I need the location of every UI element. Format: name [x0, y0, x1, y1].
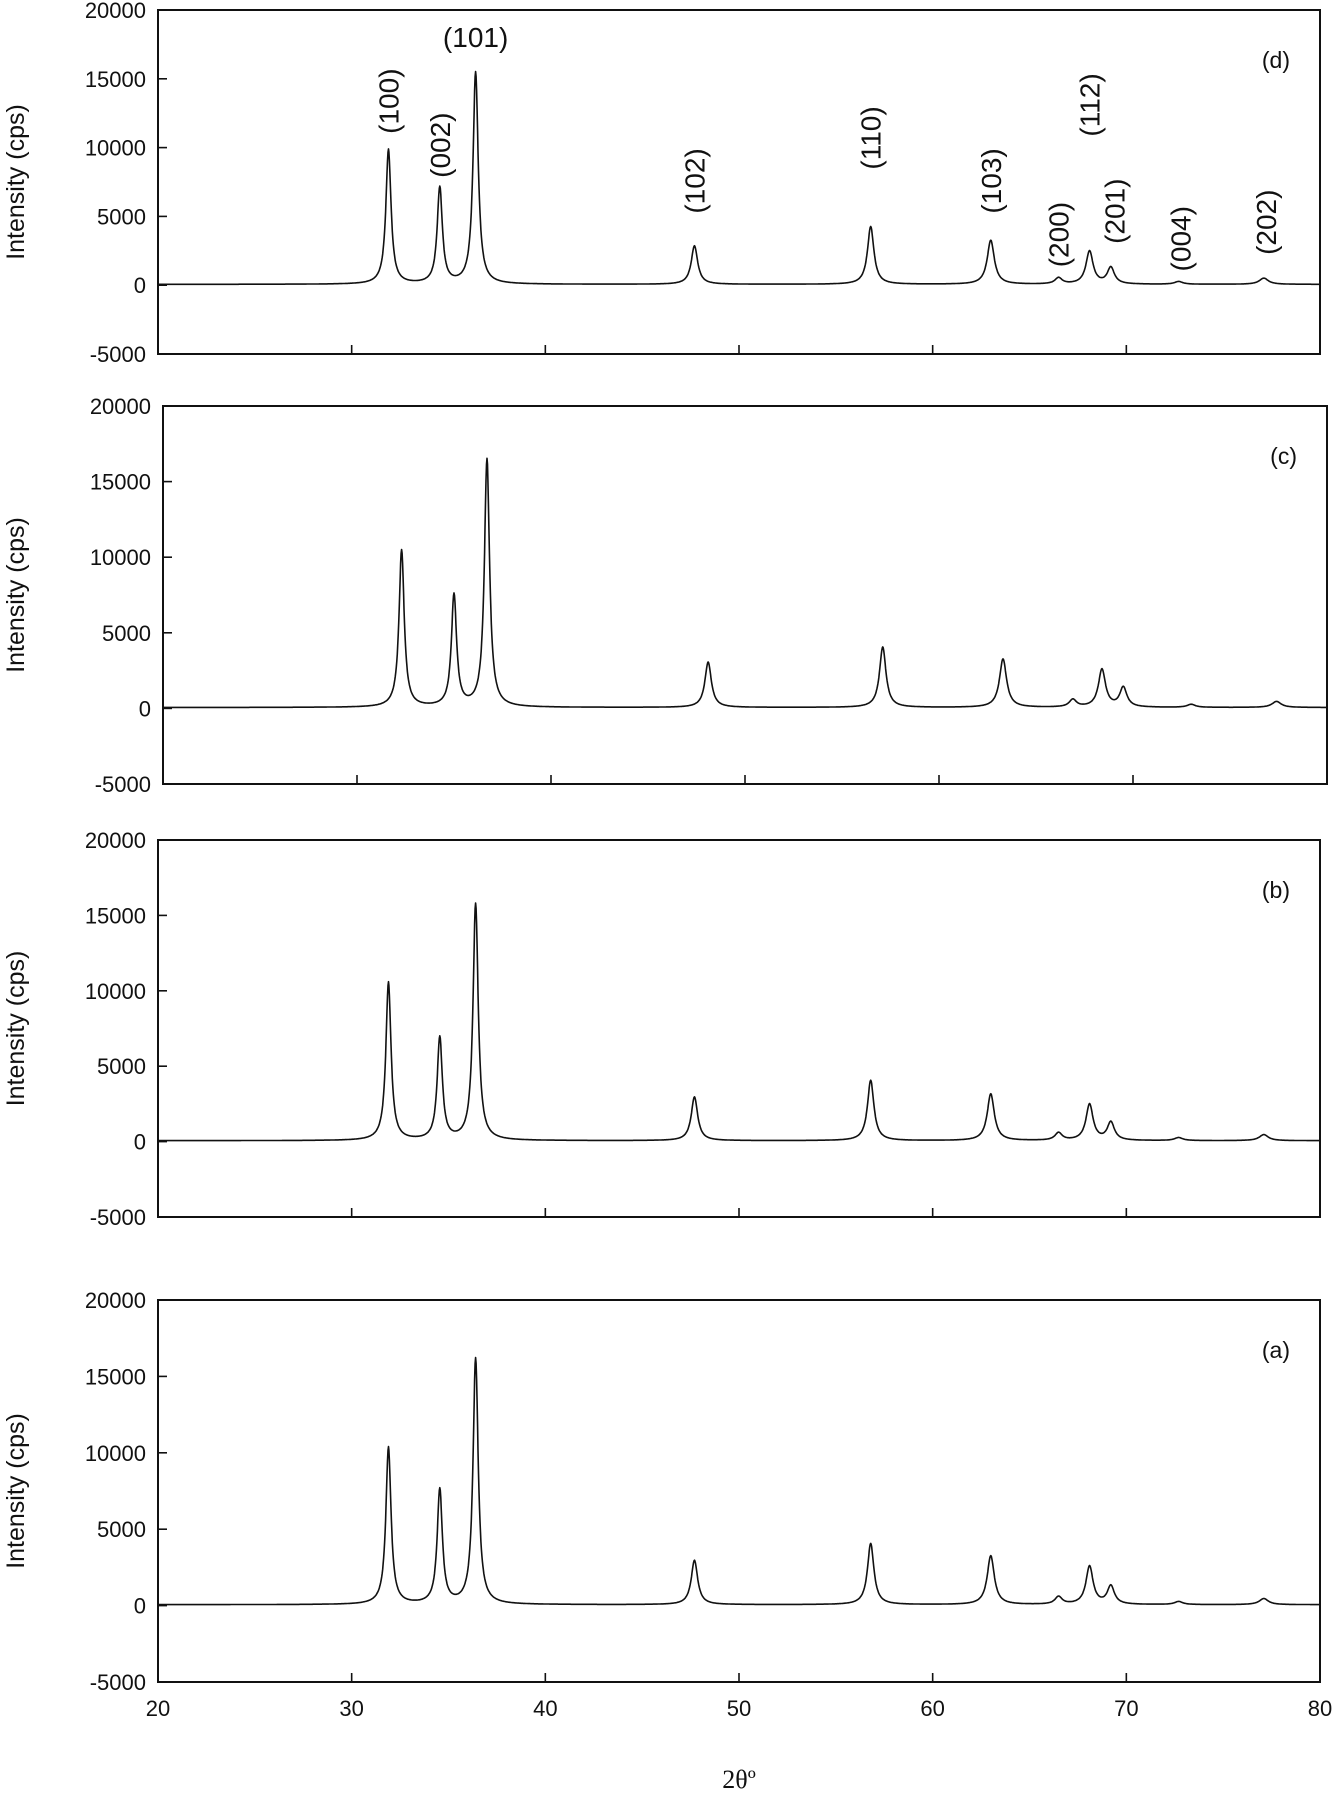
peak-annotation: (112)	[1075, 73, 1106, 136]
xrd-trace	[157, 70, 1321, 286]
chart-panel: -5000 0 5000 10000 15000 20000 Intensity (cps)…	[2, 828, 1321, 1230]
y-tick-label: -5000	[90, 1205, 146, 1230]
y-tick-label: 15000	[90, 470, 151, 495]
x-tick-label: 50	[727, 1696, 751, 1721]
plot-frame	[157, 9, 1321, 355]
peak-annotation: (202)	[1251, 190, 1282, 255]
plot-frame	[157, 839, 1321, 1218]
x-axis-title: 2θº	[722, 1765, 756, 1794]
xrd-trace	[157, 1356, 1321, 1606]
y-tick-label: 15000	[85, 1364, 146, 1389]
y-tick-label: -5000	[95, 772, 151, 797]
peak-annotation: (110)	[856, 106, 887, 169]
y-tick-label: -5000	[90, 1670, 146, 1695]
y-tick-label: 5000	[102, 621, 151, 646]
chart-panel: -5000 0 5000 10000 15000 20000 Intensity (cps)…	[2, 394, 1328, 797]
xrd-trace	[162, 457, 1328, 709]
y-tick-label: 0	[134, 273, 146, 298]
y-tick-label: 10000	[85, 136, 146, 161]
y-tick-label: 20000	[85, 1288, 146, 1313]
y-tick-label: 5000	[97, 1517, 146, 1542]
y-tick-label: 5000	[97, 1054, 146, 1079]
y-tick-label: 20000	[85, 828, 146, 853]
xrd-trace	[157, 902, 1321, 1142]
peak-annotation: (200)	[1044, 202, 1075, 267]
y-tick-label: 20000	[85, 0, 146, 23]
peak-annotation: (004)	[1166, 206, 1197, 271]
y-axis-title: Intensity (cps)	[2, 104, 30, 260]
y-tick-label: 10000	[85, 1441, 146, 1466]
peak-annotation: (100)	[373, 68, 404, 133]
x-tick-label: 20	[146, 1696, 170, 1721]
x-tick-label: 70	[1114, 1696, 1138, 1721]
plot-frame	[162, 405, 1328, 785]
peak-annotation: (002)	[425, 112, 456, 177]
panel-label: (a)	[1262, 1337, 1290, 1363]
peak-annotation: (201)	[1100, 179, 1131, 244]
y-axis-title: Intensity (cps)	[2, 517, 30, 673]
x-tick-label: 40	[533, 1696, 557, 1721]
y-axis-title: Intensity (cps)	[2, 951, 30, 1107]
y-tick-label: 15000	[85, 903, 146, 928]
peak-annotation: (102)	[679, 148, 710, 213]
plot-frame	[157, 1299, 1321, 1683]
peak-annotation: (101)	[443, 22, 508, 53]
y-tick-label: 20000	[90, 394, 151, 419]
panel-label: (c)	[1270, 443, 1297, 469]
y-tick-label: 10000	[90, 545, 151, 570]
y-tick-label: 0	[139, 696, 151, 721]
y-tick-label: 0	[134, 1130, 146, 1155]
y-tick-label: -5000	[90, 342, 146, 367]
x-tick-label: 80	[1308, 1696, 1332, 1721]
chart-panel: -5000 0 5000 10000 15000 20000 Intensity (cps)…	[2, 0, 1321, 367]
panel-label: (d)	[1262, 47, 1290, 73]
x-tick-label: 30	[339, 1696, 363, 1721]
y-axis-title: Intensity (cps)	[2, 1413, 30, 1569]
peak-annotation: (103)	[976, 148, 1007, 213]
y-tick-label: 5000	[97, 204, 146, 229]
x-tick-label: 60	[920, 1696, 944, 1721]
y-tick-label: 10000	[85, 979, 146, 1004]
y-tick-label: 15000	[85, 67, 146, 92]
chart-panel: -5000 0 5000 10000 15000 20000 20 30 40 50 60 70 80 I…	[2, 1288, 1332, 1721]
y-tick-label: 0	[134, 1594, 146, 1619]
panel-label: (b)	[1262, 877, 1290, 903]
